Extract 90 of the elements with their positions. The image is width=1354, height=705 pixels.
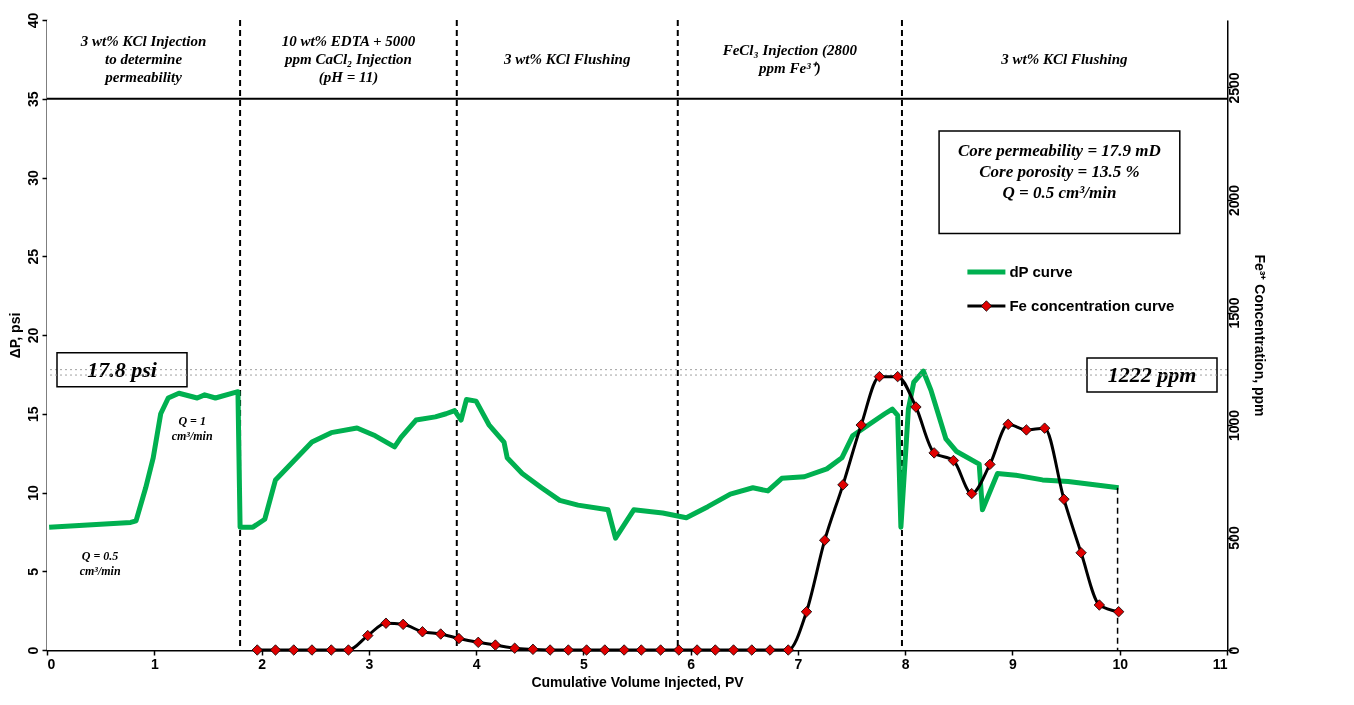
y2-tick-label: 500 — [1225, 526, 1242, 550]
point — [306, 644, 318, 656]
point — [966, 487, 978, 500]
band-label: FeCl₃ Injection (2800 ppm Fe³⁺) — [721, 42, 858, 78]
y2-tick-label: 2500 — [1225, 72, 1242, 104]
y2-tick-label: 1500 — [1225, 297, 1242, 329]
x-tick-label: 6 — [687, 655, 696, 672]
x-tick-label: 2 — [258, 655, 267, 672]
x-tick-label: 5 — [579, 655, 588, 672]
point — [618, 644, 630, 656]
y-tick-label: 10 — [24, 485, 41, 501]
point — [472, 636, 484, 648]
point — [251, 644, 263, 656]
y-tick-label: 0 — [24, 646, 41, 655]
x-tick-label: 0 — [47, 655, 56, 672]
y2-axis-title: Fe³⁺ Concentration, ppm — [1251, 254, 1268, 417]
point — [562, 644, 574, 656]
point — [727, 644, 740, 656]
ref-line-label: 1222 ppm — [1107, 362, 1197, 388]
point — [691, 644, 703, 656]
y2-tick-label: 2000 — [1225, 184, 1242, 217]
y-tick-label: 25 — [24, 248, 41, 265]
point — [527, 643, 539, 655]
point — [509, 642, 521, 654]
annotation: Q = 1 cm³/min — [171, 413, 213, 443]
point — [892, 370, 904, 383]
point — [947, 454, 960, 467]
x-tick-label: 10 — [1112, 655, 1129, 672]
y-tick-label: 5 — [24, 567, 41, 576]
point — [984, 458, 996, 471]
x-tick-label: 7 — [794, 655, 803, 672]
y-tick-label: 15 — [24, 406, 41, 423]
point — [782, 644, 794, 656]
point — [362, 629, 374, 642]
text: Core permeability = 17.9 mD Core porosity = 13.5 % — [958, 140, 1161, 181]
point — [342, 644, 355, 656]
y-axis-title: ΔP, psi — [6, 312, 23, 359]
point — [819, 534, 831, 546]
point — [453, 632, 465, 645]
y-tick-label: 20 — [24, 327, 41, 344]
band-label: 10 wt% EDTA + 5000 ppm CaCl₂ Injection (pH = 11) — [281, 33, 416, 87]
point — [416, 626, 429, 638]
point — [1113, 606, 1125, 618]
x-axis-title: Cumulative Volume Injected, PV — [531, 673, 745, 690]
x-tick-label: 1 — [150, 655, 159, 672]
band-label: 3 wt% KCl Flushing — [503, 51, 631, 68]
point — [1038, 422, 1051, 434]
point — [635, 644, 647, 656]
point — [673, 644, 685, 656]
point — [1002, 418, 1014, 430]
point — [599, 644, 611, 656]
point — [580, 644, 593, 656]
point — [397, 618, 409, 630]
point — [435, 628, 447, 640]
x-tick-label: 4 — [472, 655, 481, 672]
legend-label: Fe concentration curve — [1009, 297, 1175, 314]
ref-line-label: 17.8 psi — [87, 356, 158, 382]
x-tick-label: 9 — [1009, 655, 1018, 672]
point — [837, 479, 849, 491]
point — [1020, 424, 1033, 436]
x-tick-label: 3 — [365, 655, 374, 672]
point — [800, 606, 813, 618]
point — [288, 644, 300, 656]
point — [489, 639, 502, 651]
text: Q = 0.5 cm³/min — [79, 548, 121, 578]
point — [709, 644, 721, 656]
point — [269, 644, 282, 656]
annotation: Q = 0.5 cm³/min — [1002, 182, 1117, 202]
point — [380, 617, 392, 629]
point — [764, 644, 776, 656]
point — [544, 644, 556, 656]
point — [325, 644, 337, 656]
point — [928, 447, 940, 459]
point — [873, 370, 886, 383]
y2-tick-label: 1000 — [1225, 409, 1242, 442]
point — [1093, 599, 1105, 611]
y-tick-label: 40 — [24, 12, 41, 29]
y-tick-label: 30 — [24, 170, 41, 186]
point — [746, 644, 758, 656]
point — [654, 644, 667, 656]
x-tick-label: 8 — [901, 655, 910, 672]
band-label: 3 wt% KCl Injection to determine permeability — [79, 33, 207, 86]
point — [855, 419, 867, 431]
point — [910, 401, 922, 413]
point — [1058, 493, 1070, 505]
x-tick-label: 11 — [1212, 655, 1228, 672]
band-label: 3 wt% KCl Flushing — [1000, 51, 1129, 68]
legend-label: dP curve — [1009, 263, 1073, 280]
point — [1075, 547, 1087, 559]
y-tick-label: 35 — [24, 91, 41, 108]
